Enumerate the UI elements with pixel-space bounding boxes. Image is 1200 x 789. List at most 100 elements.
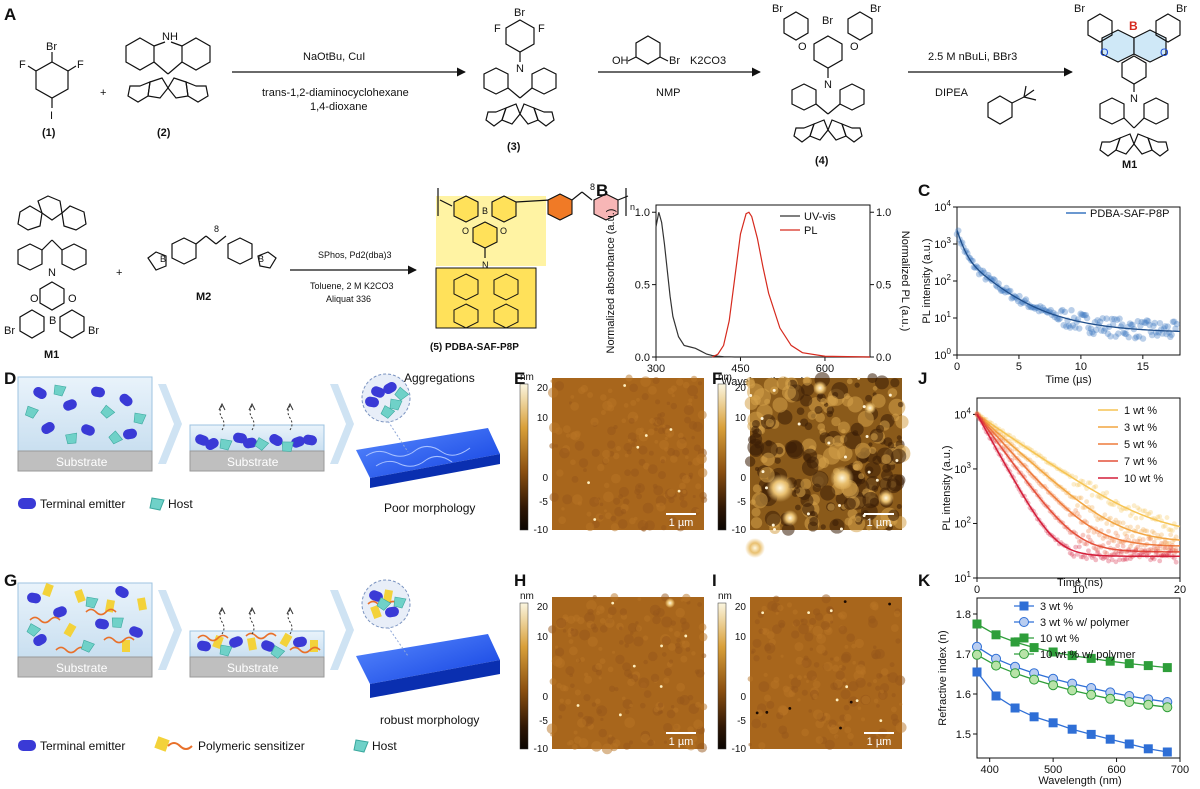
afm-texture xyxy=(890,713,898,722)
legend-label-k-2: 10 wt % xyxy=(1040,633,1079,645)
afm-texture xyxy=(577,501,583,506)
afm-texture xyxy=(687,461,692,466)
data-point-c xyxy=(1111,315,1118,323)
data-point-j-4 xyxy=(1086,548,1091,554)
afm-texture xyxy=(844,517,853,526)
afm-texture xyxy=(855,677,866,688)
data-point-j-0 xyxy=(1164,515,1170,520)
plot-frame-k xyxy=(976,597,1181,759)
afm-texture xyxy=(813,608,821,616)
afm-texture xyxy=(891,693,896,698)
afm-texture xyxy=(675,521,686,532)
flow-arrow-d2 xyxy=(330,384,354,464)
afm-texture xyxy=(688,421,698,430)
afm-texture xyxy=(630,468,640,477)
afm-texture xyxy=(800,478,812,490)
afm-colorbar-tick: 10 xyxy=(537,413,549,424)
data-point-j-1 xyxy=(1137,536,1143,542)
afm-texture xyxy=(562,425,571,434)
data-point-c xyxy=(1086,329,1093,337)
afm-texture xyxy=(682,489,687,494)
data-point-j-4 xyxy=(1115,551,1121,557)
afm-texture xyxy=(681,640,686,644)
compound-label-3: (3) xyxy=(507,141,521,153)
afm-texture xyxy=(802,376,812,386)
afm-texture xyxy=(556,617,567,629)
plus-sign-2: + xyxy=(116,267,122,279)
afm-texture xyxy=(607,388,613,394)
afm-texture xyxy=(870,602,877,608)
afm-texture xyxy=(625,374,633,382)
afm-texture xyxy=(803,655,809,661)
y-tick-label-c: 100 xyxy=(934,347,951,362)
afm-texture xyxy=(844,726,852,734)
afm-texture xyxy=(601,743,613,755)
afm-texture xyxy=(662,424,666,428)
afm-texture xyxy=(755,709,763,717)
afm-texture xyxy=(793,487,801,494)
afm-texture xyxy=(839,722,845,728)
afm-speck xyxy=(829,609,833,613)
afm-texture xyxy=(697,742,708,753)
data-point-c xyxy=(1159,330,1166,337)
afm-texture xyxy=(809,516,819,527)
data-point-j-0 xyxy=(1071,481,1077,487)
afm-texture xyxy=(691,435,695,440)
afm-texture xyxy=(848,741,854,747)
afm-texture xyxy=(744,456,756,467)
fit-line-c xyxy=(956,229,1181,333)
data-point-j-3 xyxy=(1084,541,1090,547)
afm-texture xyxy=(607,666,614,673)
data-point-j-3 xyxy=(1102,549,1108,555)
afm-texture xyxy=(621,696,626,701)
data-point-c xyxy=(1016,292,1023,300)
afm-texture xyxy=(887,672,899,683)
afm-texture xyxy=(767,600,778,611)
compound-3-structure: Br F F N xyxy=(483,7,557,127)
data-point-j-0 xyxy=(1142,508,1148,514)
y-axis-label-b: Normalized absorbance (a.u.) xyxy=(605,209,617,354)
emitter-particle xyxy=(81,424,95,436)
afm-texture xyxy=(642,502,654,514)
data-marker-k-2 xyxy=(1086,653,1096,663)
atom-n-p5: N xyxy=(482,260,489,270)
robust-morphology-label: robust morphology xyxy=(380,713,479,727)
afm-texture xyxy=(619,608,628,616)
atom-o-m1a: O xyxy=(1100,47,1109,59)
afm-texture xyxy=(751,425,760,434)
data-point-c xyxy=(1119,321,1126,328)
afm-texture xyxy=(554,444,559,448)
afm-speck xyxy=(611,601,615,605)
legend-label-emitter-d: Terminal emitter xyxy=(40,497,125,511)
afm-texture xyxy=(803,675,807,679)
afm-texture xyxy=(692,495,696,499)
afm-texture xyxy=(815,412,825,423)
data-point-j-2 xyxy=(1106,528,1111,534)
afm-texture xyxy=(547,387,559,398)
afm-texture xyxy=(818,457,830,469)
p5-repeat-n: n xyxy=(630,202,635,212)
afm-texture xyxy=(843,431,862,450)
afm-texture xyxy=(658,471,666,479)
afm-texture xyxy=(777,619,786,628)
data-point-j-0 xyxy=(1155,514,1161,520)
afm-texture xyxy=(843,393,850,400)
x-tick-label-j: 20 xyxy=(1174,584,1186,596)
afm-texture xyxy=(657,413,662,418)
data-point-j-2 xyxy=(1091,529,1097,535)
afm-texture xyxy=(867,682,872,687)
data-point-c xyxy=(1022,296,1030,303)
data-point-j-2 xyxy=(1086,528,1091,534)
afm-texture xyxy=(610,523,619,532)
panel-label-e: E xyxy=(514,369,525,388)
afm-texture xyxy=(697,381,703,386)
data-point-j-4 xyxy=(1078,554,1084,560)
data-point-j-2 xyxy=(1137,538,1143,544)
afm-texture xyxy=(770,680,780,689)
evaporation-arrow xyxy=(249,405,255,431)
emitter-particle xyxy=(91,386,105,398)
afm-texture xyxy=(555,427,563,435)
afm-speck xyxy=(807,611,811,615)
atom-o-p5b: O xyxy=(500,226,507,236)
